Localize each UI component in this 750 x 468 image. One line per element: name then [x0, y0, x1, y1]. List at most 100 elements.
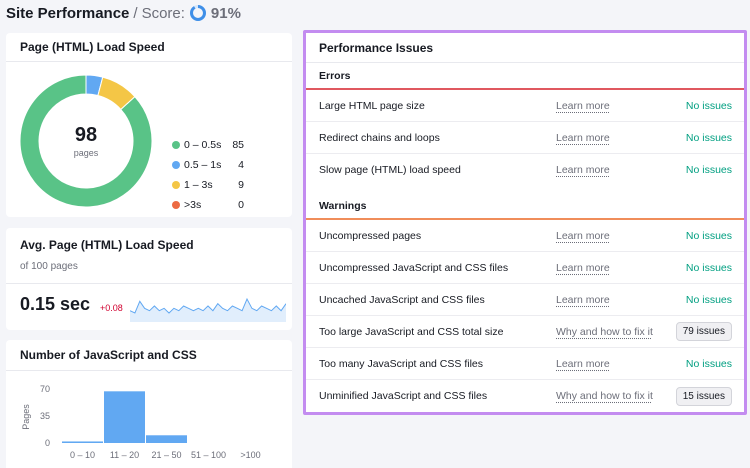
legend-item: 0 – 0.5s 85: [172, 135, 244, 155]
issue-row: Uncompressed pages Learn more No issues: [306, 220, 744, 252]
issues-count-button[interactable]: 79 issues: [675, 322, 732, 341]
card-divider: [306, 62, 744, 63]
x-tick-label: 21 – 50: [151, 450, 181, 460]
issue-status: No issues: [685, 99, 732, 112]
avg-speed-card: Avg. Page (HTML) Load Speed of 100 pages…: [6, 228, 292, 330]
issue-row: Redirect chains and loops Learn more No is…: [306, 122, 744, 154]
issue-name: Too large JavaScript and CSS total size: [319, 325, 504, 338]
score-value: 91%: [210, 4, 241, 22]
y-tick-label: 0: [45, 438, 50, 448]
donut-slice: [97, 76, 136, 111]
learn-more-link[interactable]: Why and how to fix it: [556, 390, 653, 402]
section-bar: [306, 88, 744, 90]
issue-row: Unminified JavaScript and CSS files Why a…: [306, 380, 744, 412]
score-label: Score:: [141, 4, 185, 22]
histogram-bar: [104, 391, 145, 443]
x-tick-label: >100: [240, 450, 260, 460]
issues-count-button[interactable]: 15 issues: [675, 386, 732, 406]
avg-speed-delta: +0.08: [100, 303, 123, 313]
learn-more-link[interactable]: Learn more: [556, 164, 610, 176]
legend-item: 1 – 3s 9: [172, 175, 244, 195]
load-speed-title: Page (HTML) Load Speed: [20, 40, 165, 54]
x-tick-label: 0 – 10: [70, 450, 95, 460]
js-css-histogram: Pages 0 35 70 0 – 10 11 – 20 21 – 50 51 – 100 >1…: [21, 384, 261, 460]
card-divider: [6, 370, 292, 371]
issue-status: No issues: [685, 261, 732, 274]
issue-name: Uncompressed pages: [319, 229, 422, 242]
title-separator: /: [133, 4, 138, 22]
y-tick-label: 35: [40, 411, 50, 421]
load-speed-legend: 0 – 0.5s 85 0.5 – 1s 4 1 – 3s 9 >3s 0: [172, 135, 244, 215]
page-title: Site Performance: [6, 4, 130, 22]
donut-center: 98 pages: [20, 75, 152, 207]
x-tick-label: 11 – 20: [110, 450, 139, 460]
issue-name: Unminified JavaScript and CSS files: [319, 390, 488, 402]
legend-value: 0: [238, 199, 244, 211]
avg-speed-title: Avg. Page (HTML) Load Speed: [20, 238, 194, 252]
legend-dot-icon: [172, 161, 180, 169]
learn-more-link[interactable]: Learn more: [556, 293, 610, 306]
issues-title: Performance Issues: [319, 41, 434, 55]
x-tick-label: 51 – 100: [191, 450, 226, 460]
issue-row: Uncompressed JavaScript and CSS files Lea…: [306, 252, 744, 284]
load-speed-card: Page (HTML) Load Speed 98 pages 0 – 0.5s…: [6, 33, 292, 217]
score-ring-icon: [189, 5, 206, 21]
issue-name: Uncached JavaScript and CSS files: [319, 293, 485, 306]
issue-status: No issues: [685, 357, 732, 370]
issue-row: Slow page (HTML) load speed Learn more No …: [306, 154, 744, 186]
issue-name: Redirect chains and loops: [319, 131, 440, 144]
issue-row: Uncached JavaScript and CSS files Learn m…: [306, 284, 744, 316]
issue-row: Too large JavaScript and CSS total size W…: [306, 316, 744, 348]
card-divider: [6, 61, 292, 62]
learn-more-link[interactable]: Why and how to fix it: [556, 325, 653, 338]
legend-item: >3s 0: [172, 195, 244, 215]
section-bar: [306, 218, 744, 220]
histogram-bar: [146, 435, 187, 443]
legend-dot-icon: [172, 201, 180, 209]
legend-dot-icon: [172, 181, 180, 189]
card-divider: [6, 283, 292, 284]
legend-value: 4: [238, 159, 244, 171]
issue-status: No issues: [685, 164, 732, 176]
legend-label: >3s: [184, 199, 202, 211]
performance-issues-card: Performance Issues Errors Large HTML page…: [303, 30, 747, 415]
learn-more-link[interactable]: Learn more: [556, 131, 610, 144]
legend-dot-icon: [172, 141, 180, 149]
sparkline-line: [130, 297, 286, 314]
section-label-warnings: Warnings: [319, 200, 367, 212]
y-axis-label: Pages: [21, 404, 31, 430]
sparkline-area: [130, 299, 286, 322]
issue-status: No issues: [685, 229, 732, 242]
issue-name: Too many JavaScript and CSS files: [319, 357, 483, 370]
learn-more-link[interactable]: Learn more: [556, 99, 610, 112]
issue-name: Uncompressed JavaScript and CSS files: [319, 261, 509, 274]
donut-slice: [20, 75, 152, 207]
issue-name: Large HTML page size: [319, 99, 425, 112]
page-header: Site Performance / Score: 91%: [6, 3, 241, 23]
issue-row: Too many JavaScript and CSS files Learn m…: [306, 348, 744, 380]
issue-row: Large HTML page size Learn more No issues: [306, 90, 744, 122]
legend-item: 0.5 – 1s 4: [172, 155, 244, 175]
donut-caption: pages: [73, 148, 99, 158]
issue-status: No issues: [685, 131, 732, 144]
histogram-bar: [62, 441, 103, 443]
js-css-title: Number of JavaScript and CSS: [20, 348, 197, 362]
section-label-errors: Errors: [319, 70, 351, 82]
legend-value: 9: [238, 179, 244, 191]
avg-speed-value: 0.15 sec: [20, 294, 91, 314]
learn-more-link[interactable]: Learn more: [556, 261, 610, 274]
y-tick-label: 70: [40, 384, 50, 394]
avg-speed-subtitle: of 100 pages: [20, 261, 78, 272]
legend-value: 85: [232, 139, 244, 151]
legend-label: 0.5 – 1s: [184, 159, 222, 171]
legend-label: 1 – 3s: [184, 179, 213, 191]
learn-more-link[interactable]: Learn more: [556, 357, 610, 370]
issue-name: Slow page (HTML) load speed: [319, 164, 461, 176]
learn-more-link[interactable]: Learn more: [556, 229, 610, 242]
avg-speed-sparkline: [130, 297, 286, 322]
legend-label: 0 – 0.5s: [184, 139, 222, 151]
donut-total: 98: [74, 124, 98, 146]
issue-status: No issues: [685, 293, 732, 306]
load-speed-donut: [20, 75, 152, 207]
js-css-card: Number of JavaScript and CSS Pages 0 35 70 0…: [6, 340, 292, 468]
